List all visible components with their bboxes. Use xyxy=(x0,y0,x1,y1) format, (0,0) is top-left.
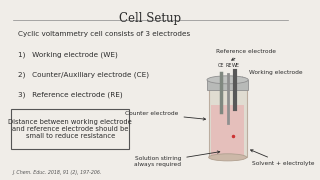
Text: 1)   Working electrode (WE): 1) Working electrode (WE) xyxy=(18,51,118,58)
Text: J. Chem. Educ. 2018, 91 (2), 197-206.: J. Chem. Educ. 2018, 91 (2), 197-206. xyxy=(13,170,102,175)
Text: Working electrode: Working electrode xyxy=(241,70,302,79)
Text: 2)   Counter/Auxiliary electrode (CE): 2) Counter/Auxiliary electrode (CE) xyxy=(18,71,149,78)
Text: Counter electrode: Counter electrode xyxy=(125,111,205,120)
Text: Cell Setup: Cell Setup xyxy=(119,12,181,25)
Text: Cyclic voltammetry cell consists of 3 electrodes: Cyclic voltammetry cell consists of 3 el… xyxy=(18,31,191,37)
FancyBboxPatch shape xyxy=(207,80,248,90)
Text: 3)   Reference electrode (RE): 3) Reference electrode (RE) xyxy=(18,92,123,98)
Text: CE: CE xyxy=(217,63,224,68)
Text: WE: WE xyxy=(231,63,239,68)
Text: Reference electrode: Reference electrode xyxy=(216,49,276,60)
Text: Solution stirring
always required: Solution stirring always required xyxy=(134,151,220,167)
FancyBboxPatch shape xyxy=(11,109,129,149)
Ellipse shape xyxy=(209,154,247,161)
Text: RE: RE xyxy=(225,63,232,68)
Text: Distance between working electrode
and reference electrode should be
small to re: Distance between working electrode and r… xyxy=(8,119,132,139)
Text: Solvent + electrolyte: Solvent + electrolyte xyxy=(251,150,314,166)
FancyBboxPatch shape xyxy=(209,85,247,157)
FancyBboxPatch shape xyxy=(211,105,244,157)
Ellipse shape xyxy=(207,76,248,84)
